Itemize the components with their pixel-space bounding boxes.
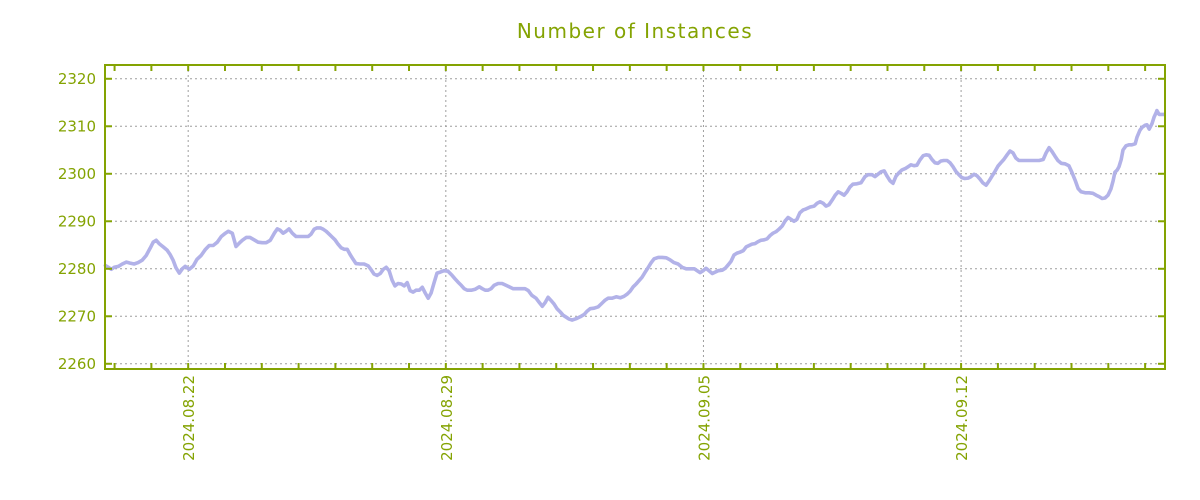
axes-frame bbox=[104, 64, 1166, 370]
data-series bbox=[103, 108, 1166, 322]
y-tick-label: 2320 bbox=[58, 70, 96, 88]
y-tick-label: 2260 bbox=[58, 355, 96, 373]
tick-labels: 2260 2270 2280 2290 2300 2310 2320 2024.08.22 20… bbox=[58, 70, 971, 461]
y-tick-label: 2290 bbox=[58, 212, 96, 230]
y-tick-label: 2310 bbox=[58, 117, 96, 135]
plot-border bbox=[104, 64, 1166, 370]
chart-title: Number of Instances bbox=[517, 19, 753, 43]
x-tick-label: 2024.08.22 bbox=[180, 375, 198, 461]
x-tick-label: 2024.09.05 bbox=[695, 375, 713, 461]
grid-lines bbox=[105, 65, 1165, 369]
y-tick-label: 2270 bbox=[58, 307, 96, 325]
x-tick-label: 2024.08.29 bbox=[438, 375, 456, 461]
series-line bbox=[103, 108, 1166, 322]
y-tick-label: 2300 bbox=[58, 165, 96, 183]
x-tick-label: 2024.09.12 bbox=[953, 375, 971, 461]
y-tick-label: 2280 bbox=[58, 260, 96, 278]
